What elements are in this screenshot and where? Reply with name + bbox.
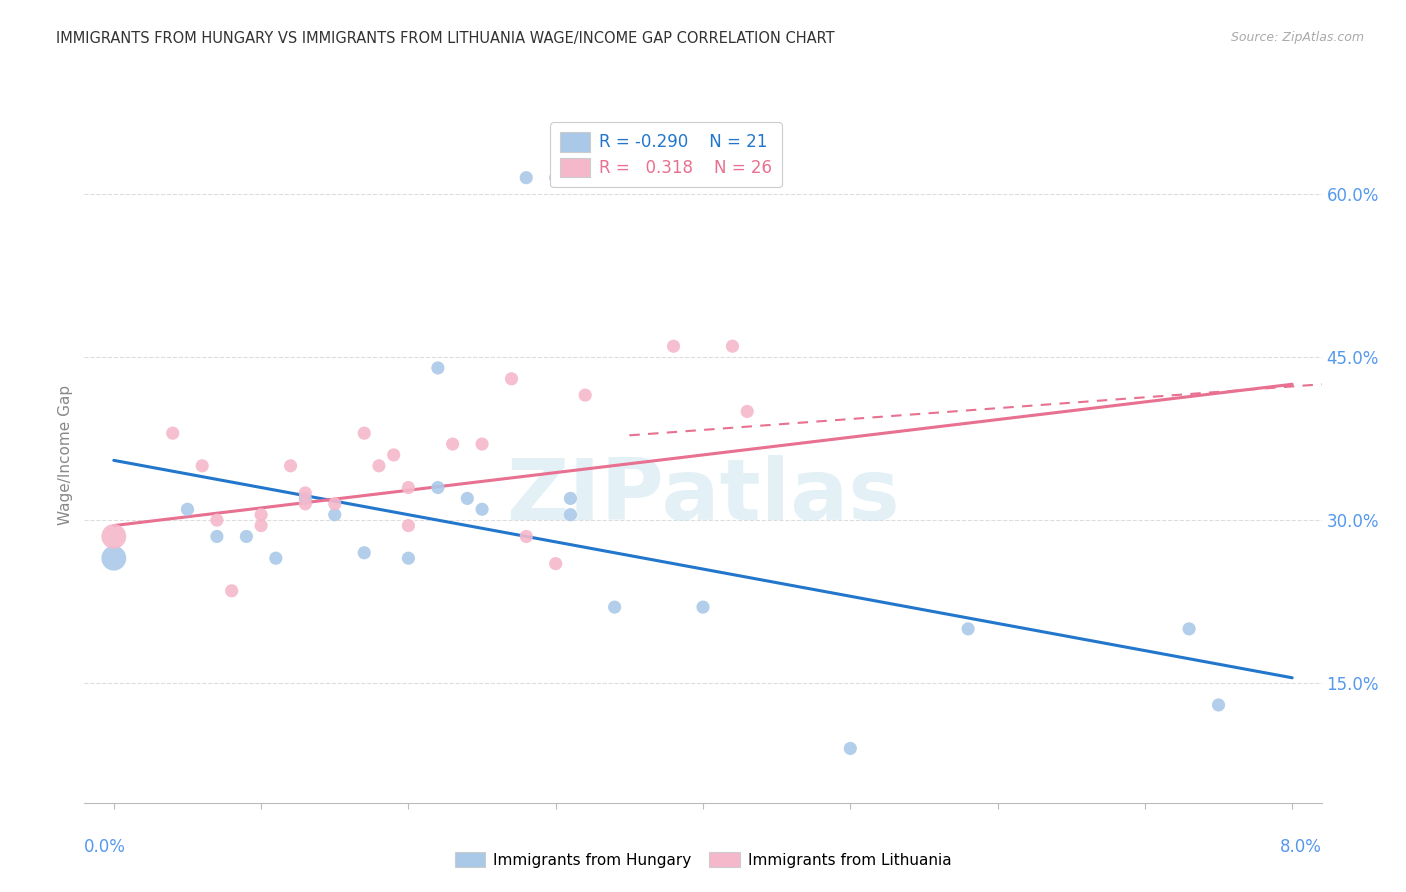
Point <box>103 529 125 543</box>
Point <box>603 600 626 615</box>
Point <box>471 502 494 516</box>
Point <box>176 502 198 516</box>
Point <box>1208 698 1230 712</box>
Point <box>560 491 582 506</box>
Point <box>323 497 346 511</box>
Point <box>456 491 478 506</box>
Point <box>839 741 862 756</box>
Text: IMMIGRANTS FROM HUNGARY VS IMMIGRANTS FROM LITHUANIA WAGE/INCOME GAP CORRELATION: IMMIGRANTS FROM HUNGARY VS IMMIGRANTS FR… <box>56 31 835 46</box>
Point <box>205 529 228 543</box>
Point <box>264 551 287 566</box>
Legend: Immigrants from Hungary, Immigrants from Lithuania: Immigrants from Hungary, Immigrants from… <box>449 846 957 873</box>
Point <box>515 529 537 543</box>
Point <box>294 486 316 500</box>
Point <box>396 551 419 566</box>
Point <box>250 508 273 522</box>
Point <box>221 583 243 598</box>
Point <box>162 426 184 441</box>
Point <box>501 372 523 386</box>
Point <box>396 481 419 495</box>
Point <box>441 437 464 451</box>
Point <box>294 497 316 511</box>
Point <box>544 557 567 571</box>
Point <box>662 339 685 353</box>
Point <box>396 518 419 533</box>
Text: 0.0%: 0.0% <box>84 838 127 856</box>
Point <box>957 622 980 636</box>
Point <box>382 448 405 462</box>
Point <box>368 458 391 473</box>
Point <box>103 551 125 566</box>
Point <box>426 361 449 376</box>
Point <box>205 513 228 527</box>
Text: ZIPatlas: ZIPatlas <box>506 455 900 538</box>
Point <box>235 529 257 543</box>
Point <box>471 437 494 451</box>
Point <box>544 170 567 185</box>
Point <box>191 458 214 473</box>
Point <box>735 404 758 418</box>
Point <box>353 426 375 441</box>
Point <box>721 339 744 353</box>
Point <box>515 170 537 185</box>
Y-axis label: Wage/Income Gap: Wage/Income Gap <box>58 384 73 525</box>
Point <box>692 600 714 615</box>
Point <box>426 481 449 495</box>
Point <box>323 508 346 522</box>
Legend: R = -0.290    N = 21, R =   0.318    N = 26: R = -0.290 N = 21, R = 0.318 N = 26 <box>550 122 782 187</box>
Text: 8.0%: 8.0% <box>1279 838 1322 856</box>
Text: Source: ZipAtlas.com: Source: ZipAtlas.com <box>1230 31 1364 45</box>
Point <box>353 546 375 560</box>
Point <box>280 458 302 473</box>
Point <box>560 508 582 522</box>
Point <box>574 388 596 402</box>
Point <box>294 491 316 506</box>
Point <box>1178 622 1201 636</box>
Point <box>250 518 273 533</box>
